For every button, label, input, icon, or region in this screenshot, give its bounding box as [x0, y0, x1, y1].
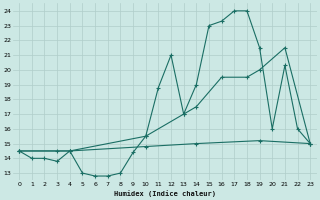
X-axis label: Humidex (Indice chaleur): Humidex (Indice chaleur) [114, 190, 216, 197]
